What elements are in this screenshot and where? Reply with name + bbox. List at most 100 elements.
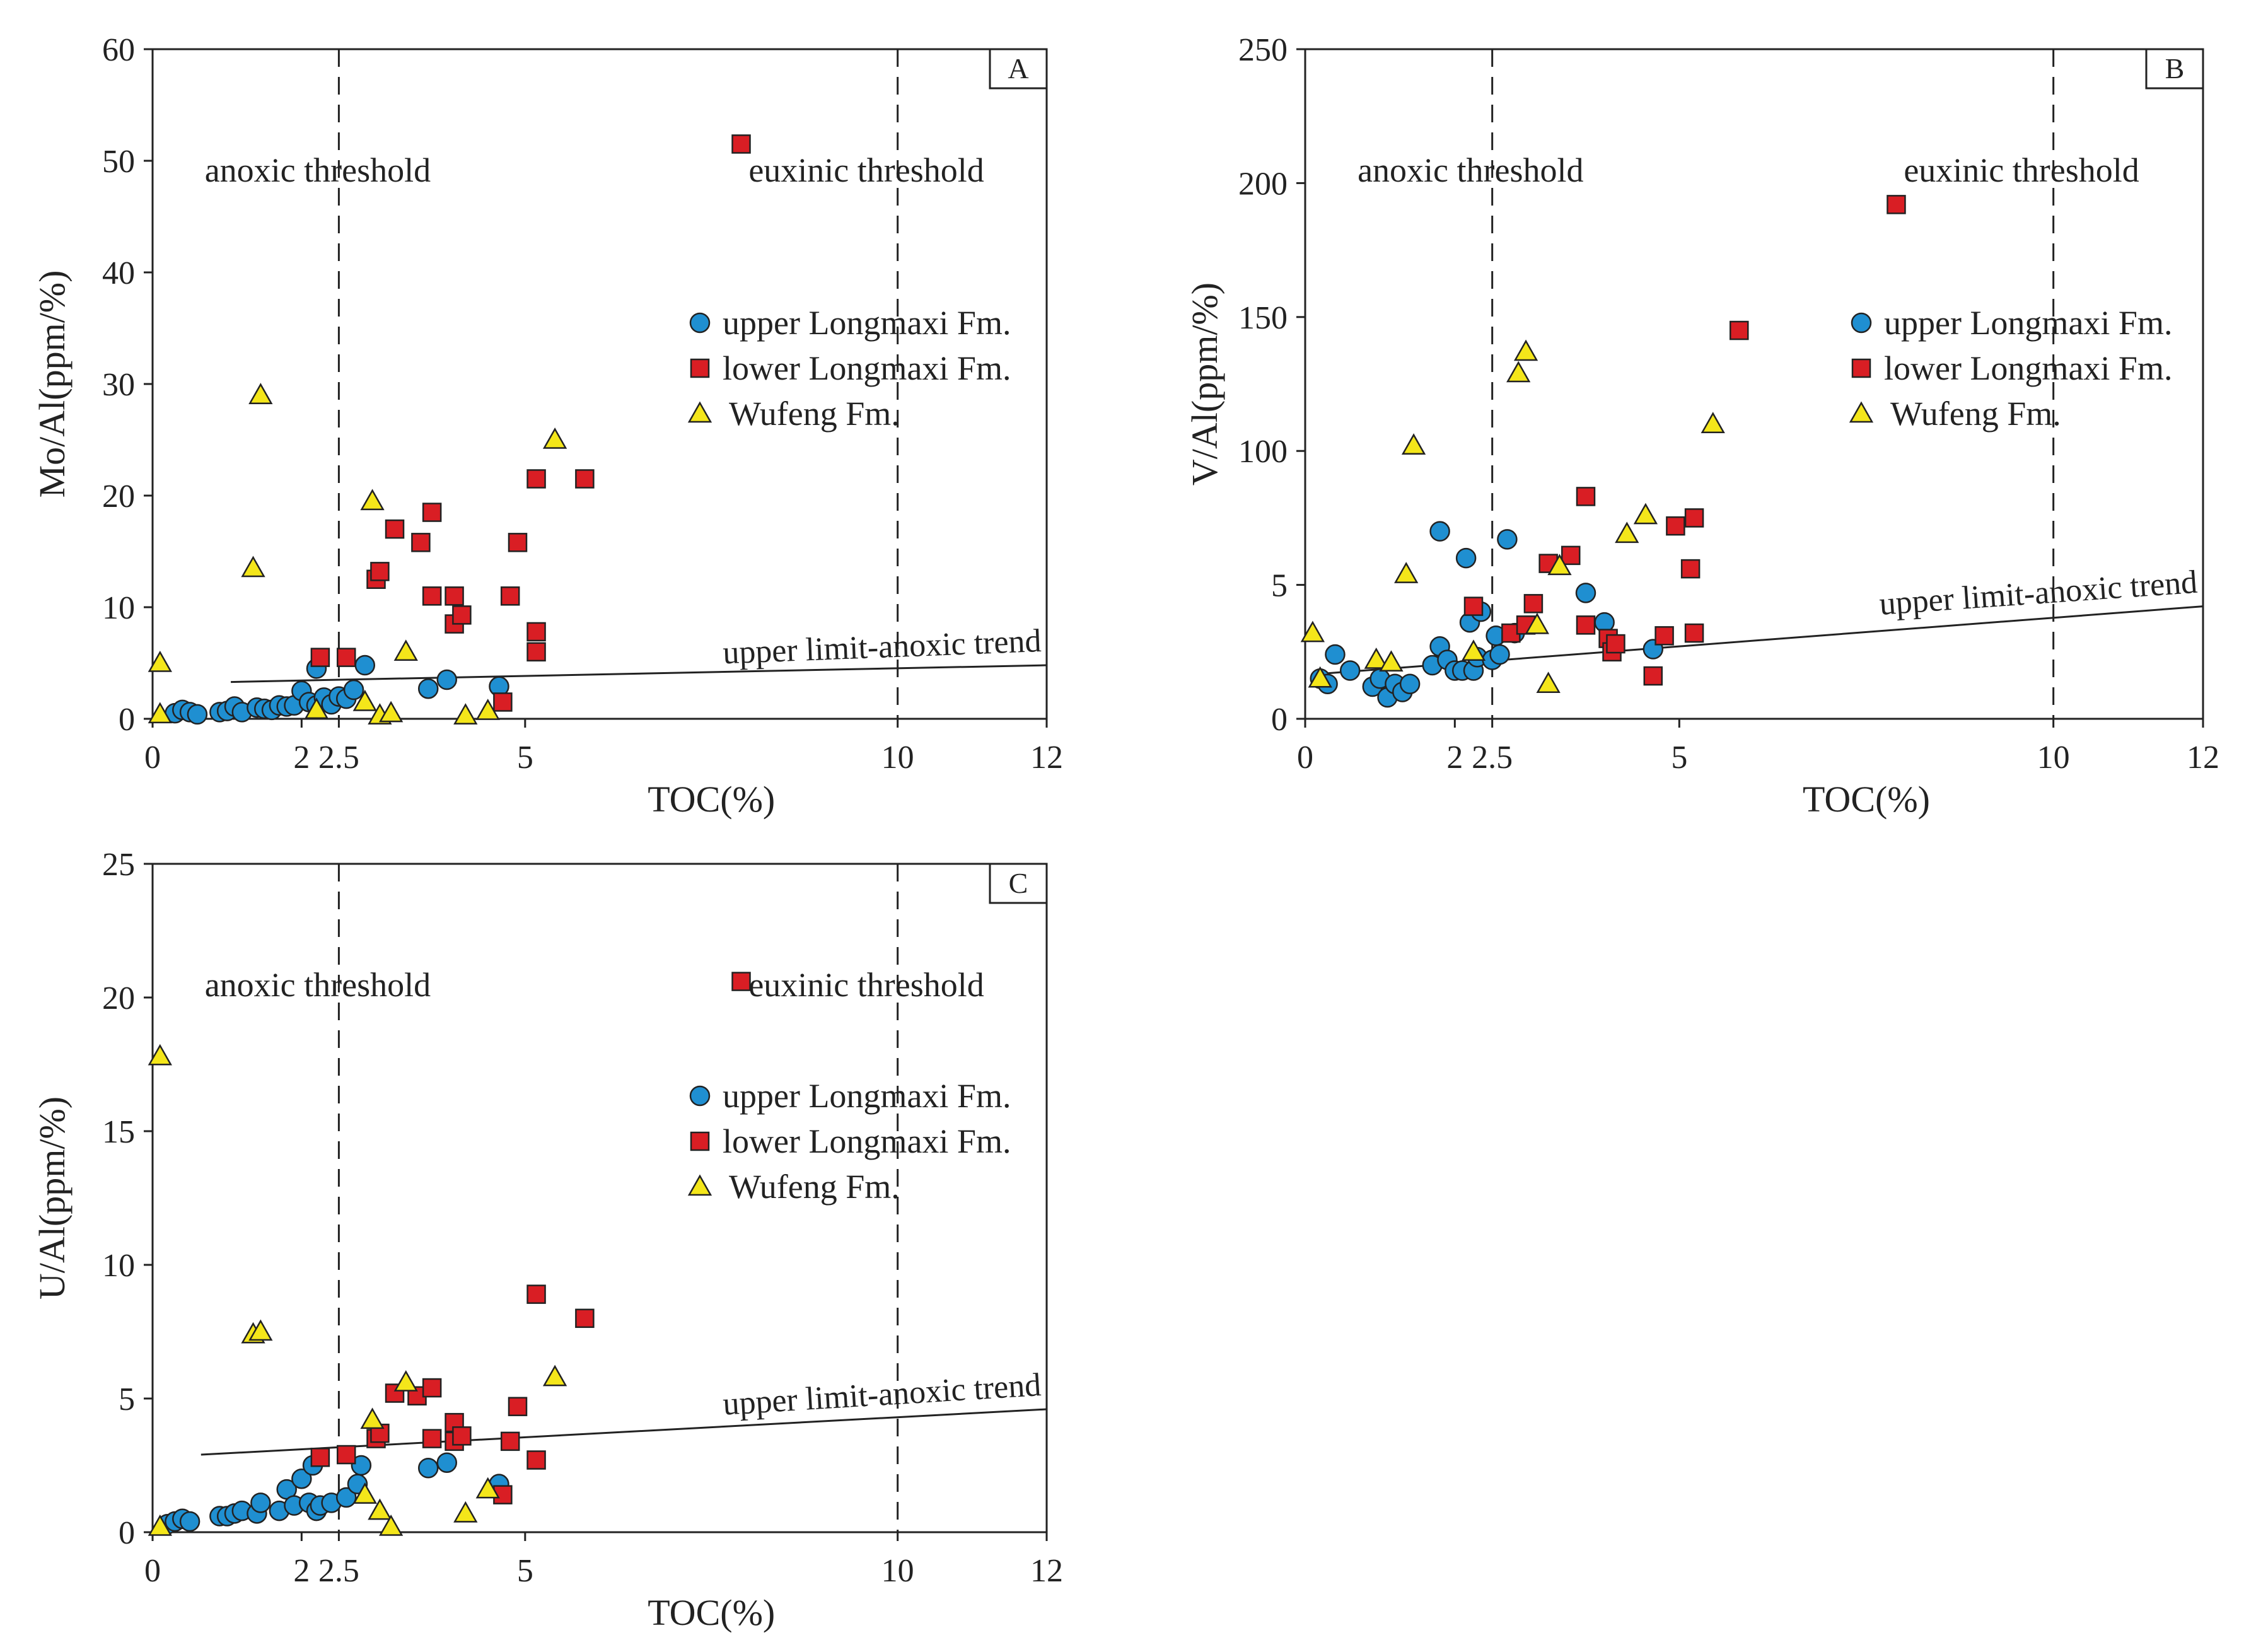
- anoxic-threshold-label: anoxic threshold: [205, 151, 431, 189]
- lower-longmaxi-point: [526, 1450, 546, 1470]
- lower-longmaxi-point: [575, 469, 595, 489]
- x-tick-label: 12: [2187, 740, 2219, 776]
- lower-longmaxi-point: [385, 519, 405, 539]
- x-axis-label: TOC(%): [648, 1592, 775, 1633]
- legend-wufeng-marker: [1849, 401, 1874, 423]
- wufeng-point: [453, 703, 478, 724]
- lower-longmaxi-point: [1561, 545, 1581, 566]
- series-wufeng: [148, 1044, 567, 1536]
- wufeng-point: [475, 699, 500, 720]
- legend: upper Longmaxi Fm. lower Longmaxi Fm. Wufe…: [687, 304, 1011, 433]
- upper-longmaxi-point: [1339, 660, 1361, 681]
- wufeng-point: [1394, 562, 1419, 583]
- legend-lower-longmaxi-marker: [690, 358, 710, 378]
- wufeng-point: [148, 702, 172, 724]
- lower-longmaxi-point: [1523, 594, 1544, 614]
- wufeng-point: [1615, 521, 1639, 544]
- wufeng-point: [475, 1477, 500, 1499]
- lower-longmaxi-point: [500, 586, 520, 606]
- upper-longmaxi-point: [335, 1487, 357, 1508]
- x-axis-label: TOC(%): [1803, 779, 1930, 820]
- y-tick-label: 150: [1238, 300, 1288, 336]
- upper-longmaxi-point: [250, 1492, 271, 1513]
- y-tick-label: 10: [102, 1248, 135, 1284]
- lower-longmaxi-point: [493, 1485, 513, 1504]
- upper-longmaxi-point: [1325, 644, 1346, 665]
- legend-wufeng-marker: [687, 401, 712, 423]
- upper-longmaxi-point: [1399, 673, 1421, 695]
- series-lower-longmaxi: [1463, 195, 1906, 686]
- wufeng-point: [352, 689, 377, 711]
- plot-frame: [1304, 48, 2204, 720]
- wufeng-point: [542, 1364, 567, 1387]
- lower-longmaxi-point: [1680, 559, 1701, 579]
- y-tick-label: 0: [1271, 702, 1288, 738]
- lower-longmaxi-point: [1666, 516, 1685, 536]
- x-tick-label: 10: [881, 740, 914, 776]
- y-tick-label: 0: [119, 1515, 135, 1551]
- series-wufeng: [1300, 339, 1725, 694]
- y-tick-label: 60: [102, 32, 135, 68]
- x-tick-label: 2.5: [318, 1553, 359, 1589]
- chart-panel-c: C 0 2 2.5 5 10 12 TOC(%) 0 5 10 15 20 25 U/Al(ppm/%) an…: [32, 847, 1063, 1633]
- legend: upper Longmaxi Fm. lower Longmaxi Fm. Wufe…: [687, 1077, 1011, 1206]
- lower-longmaxi-point: [1684, 623, 1704, 643]
- lower-longmaxi-point: [411, 533, 431, 552]
- y-tick-label: 10: [102, 590, 135, 626]
- legend-label: lower Longmaxi Fm.: [723, 1122, 1011, 1160]
- wufeng-point: [1701, 412, 1725, 433]
- upper-limit-anoxic-trend-label: upper limit-anoxic trend: [722, 1367, 1042, 1422]
- y-tick-label: 20: [102, 980, 135, 1016]
- panel-label-box: [2145, 48, 2204, 90]
- lower-longmaxi-point: [1730, 320, 1749, 340]
- panel-label-box: [989, 48, 1048, 90]
- x-tick-label: 12: [1030, 740, 1063, 776]
- wufeng-point: [1401, 433, 1426, 455]
- y-tick-label: 5: [1271, 568, 1288, 604]
- euxinic-threshold-label: euxinic threshold: [748, 151, 984, 189]
- anoxic-threshold-label: anoxic threshold: [1358, 151, 1583, 189]
- lower-longmaxi-point: [508, 1397, 528, 1416]
- upper-longmaxi-point: [417, 678, 439, 699]
- lower-longmaxi-point: [422, 503, 442, 522]
- wufeng-point: [378, 701, 404, 723]
- upper-longmaxi-point: [436, 1452, 458, 1474]
- y-tick-label: 200: [1238, 166, 1288, 202]
- y-tick-label: 40: [102, 255, 135, 291]
- upper-longmaxi-point: [1575, 583, 1596, 603]
- wufeng-point: [148, 650, 172, 672]
- legend-wufeng-marker: [687, 1174, 712, 1196]
- x-tick-label: 2.5: [318, 740, 359, 776]
- legend-label: lower Longmaxi Fm.: [1884, 349, 2172, 387]
- wufeng-point: [360, 1407, 385, 1429]
- y-tick-label: 5: [119, 1382, 135, 1417]
- upper-longmaxi-point: [1429, 521, 1450, 542]
- lower-longmaxi-point: [452, 605, 472, 625]
- y-tick-label: 50: [102, 144, 135, 180]
- x-tick-label: 0: [144, 1553, 161, 1589]
- wufeng-point: [1633, 503, 1658, 525]
- x-tick-label: 0: [1297, 740, 1313, 776]
- lower-longmaxi-point: [1684, 508, 1704, 528]
- lower-longmaxi-point: [1576, 615, 1596, 635]
- wufeng-point: [393, 639, 418, 661]
- series-lower-longmaxi: [310, 972, 751, 1504]
- legend-lower-longmaxi-marker: [1851, 358, 1871, 378]
- wufeng-point: [1506, 361, 1531, 383]
- wufeng-point: [304, 697, 329, 719]
- series-lower-longmaxi: [310, 134, 751, 712]
- legend-label: lower Longmaxi Fm.: [723, 349, 1011, 387]
- chart-panel-b: B 0 2 2.5 5 10 12 TOC(%) 0 5 100 150 200 250 V/Al(ppm/…: [1184, 32, 2219, 820]
- legend-lower-longmaxi-marker: [690, 1131, 710, 1151]
- lower-longmaxi-point: [445, 586, 464, 606]
- panel-label-box: [989, 863, 1048, 904]
- lower-longmaxi-point: [500, 1431, 520, 1451]
- upper-limit-anoxic-trend-label: upper limit-anoxic trend: [722, 623, 1042, 671]
- legend-label: upper Longmaxi Fm.: [723, 1077, 1011, 1115]
- lower-longmaxi-point: [731, 134, 751, 154]
- y-tick-label: 25: [102, 847, 135, 883]
- upper-longmaxi-point: [436, 669, 458, 690]
- y-tick-label: 20: [102, 479, 135, 515]
- x-tick-label: 2.5: [1472, 740, 1513, 776]
- wufeng-point: [248, 383, 273, 404]
